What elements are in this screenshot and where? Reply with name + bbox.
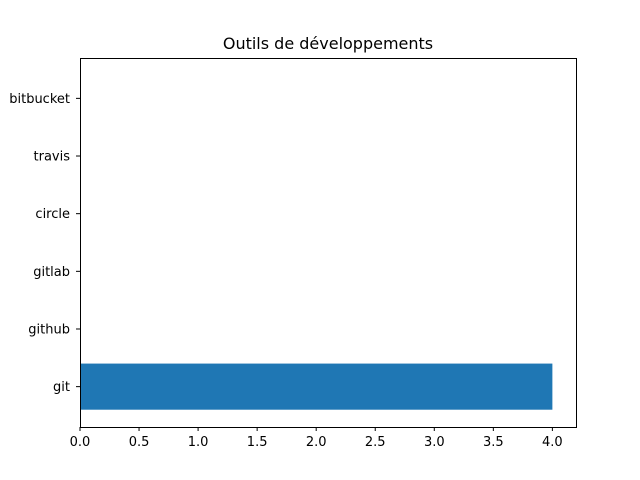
bars-group (80, 363, 553, 410)
xtick-label-3.0: 3.0 (424, 435, 445, 450)
xtick-label-1.5: 1.5 (247, 435, 268, 450)
ytick-label-bitbucket: bitbucket (9, 92, 70, 107)
xtick-label-0.0: 0.0 (70, 435, 91, 450)
ytick-label-git: git (53, 380, 70, 395)
xtick-label-3.5: 3.5 (483, 435, 504, 450)
xtick-label-2.5: 2.5 (365, 435, 386, 450)
ytick-label-circle: circle (35, 207, 70, 222)
plot-frame (80, 58, 577, 428)
xtick-label-4.0: 4.0 (542, 435, 563, 450)
ytick-label-travis: travis (34, 150, 71, 165)
x-axis: 0.0 0.5 1.0 1.5 2.0 2.5 3.0 3.5 4.0 (70, 427, 563, 450)
chart-title: Outils de développements (223, 34, 433, 53)
ytick-label-github: github (28, 322, 70, 337)
y-axis: git github gitlab circle travis bitbucket (9, 92, 80, 395)
xtick-label-1.0: 1.0 (188, 435, 209, 450)
bar-git (80, 363, 553, 410)
xtick-label-0.5: 0.5 (129, 435, 150, 450)
ytick-label-gitlab: gitlab (33, 265, 70, 280)
xtick-label-2.0: 2.0 (306, 435, 327, 450)
